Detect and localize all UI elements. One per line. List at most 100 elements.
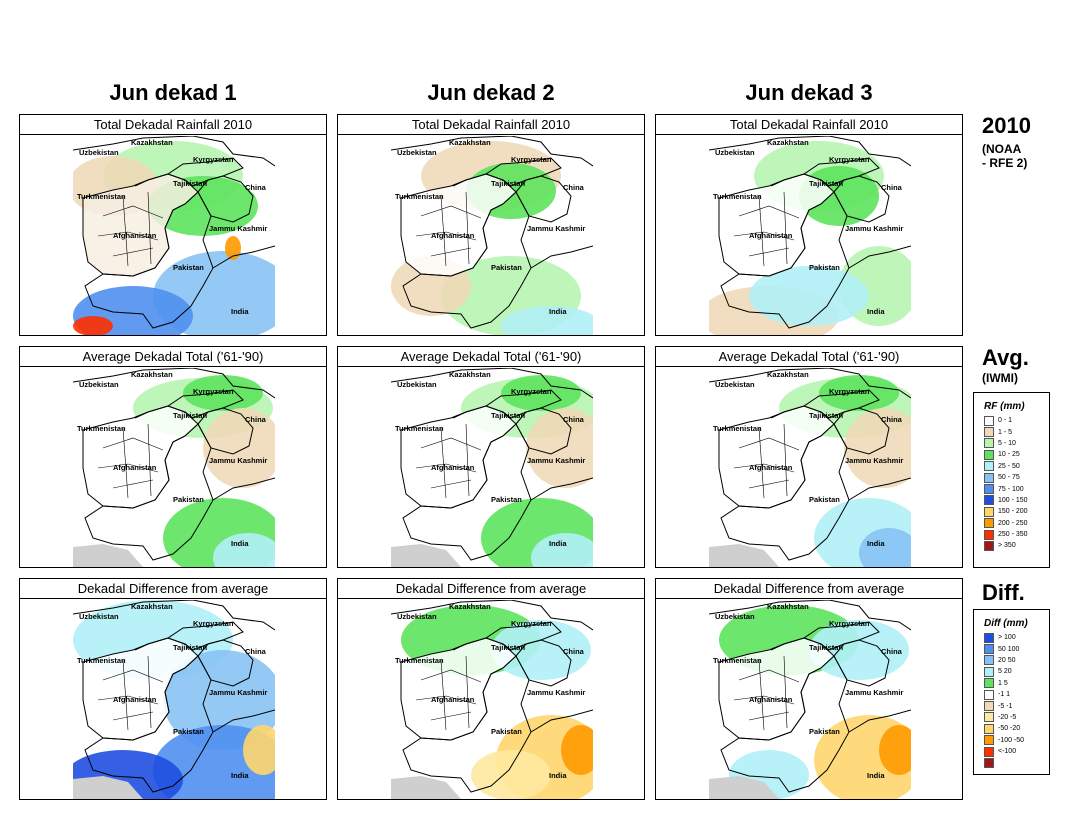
rainfall-map: Kazakhstan Uzbekistan Kyrgyzstan Tajikistan…: [709, 600, 911, 799]
diff-legend-swatch: [984, 723, 994, 734]
map-label-jammu-kashmir: Jammu Kashmir: [209, 456, 267, 465]
map-label-china: China: [245, 183, 267, 192]
map-label-uzbekistan: Uzbekistan: [715, 612, 755, 621]
map-label-kyrgyzstan: Kyrgyzstan: [829, 387, 870, 396]
rainfall-field: [501, 375, 581, 411]
map-label-uzbekistan: Uzbekistan: [79, 380, 119, 389]
map-label-kazakhstan: Kazakhstan: [131, 370, 173, 379]
rainfall-map: Kazakhstan Uzbekistan Kyrgyzstan Tajikistan…: [391, 600, 593, 799]
map-panel-r2-c2: Dekadal Difference from average Kazakhsta…: [655, 578, 963, 800]
diff-legend-label: -5 -1: [998, 702, 1013, 710]
diff-legend-item: -20 -5: [984, 712, 1043, 723]
map-label-tajikistan: Tajikistan: [809, 179, 843, 188]
map-label-kazakhstan: Kazakhstan: [449, 138, 491, 147]
diff-legend-label: -1 1: [998, 691, 1011, 699]
map-label-tajikistan: Tajikistan: [809, 643, 843, 652]
rf-legend-swatch: [984, 461, 994, 472]
rf-legend-item: 50 - 75: [984, 472, 1043, 483]
map-label-india: India: [549, 539, 567, 548]
map-label-tajikistan: Tajikistan: [173, 179, 207, 188]
map-label-kyrgyzstan: Kyrgyzstan: [511, 387, 552, 396]
map-panel-r0-c2: Total Dekadal Rainfall 2010 Kazakhstan Uzb…: [655, 114, 963, 336]
rf-legend-item: 75 - 100: [984, 483, 1043, 495]
rainfall-field: [471, 750, 551, 799]
map-label-china: China: [881, 183, 903, 192]
map-panel-r0-c0: Total Dekadal Rainfall 2010 Kazakhstan Uzb…: [19, 114, 327, 336]
panel-title: Total Dekadal Rainfall 2010: [338, 115, 644, 135]
rf-legend-label: 0 - 1: [998, 417, 1013, 425]
map-panel-r1-c1: Average Dekadal Total ('61-'90) Kazakhsta…: [337, 346, 645, 568]
column-header-dekad-1: Jun dekad 1: [109, 80, 237, 105]
map-label-pakistan: Pakistan: [173, 263, 204, 272]
rf-legend-item: 1 - 5: [984, 426, 1043, 438]
diff-legend-label: 20 50: [998, 656, 1016, 664]
map-label-turkmenistan: Turkmenistan: [77, 656, 126, 665]
rainfall-field: [819, 375, 899, 411]
map-panel-r1-c0: Average Dekadal Total ('61-'90) Kazakhsta…: [19, 346, 327, 568]
rainfall-field: [859, 528, 911, 567]
map-panel-r2-c0: Dekadal Difference from average Kazakhsta…: [19, 578, 327, 800]
map-label-china: China: [563, 183, 585, 192]
diff-legend-item: 1 5: [984, 678, 1043, 689]
map-label-turkmenistan: Turkmenistan: [395, 192, 444, 201]
row-label-diff: Diff.: [982, 580, 1025, 605]
panel-title: Total Dekadal Rainfall 2010: [20, 115, 326, 135]
rf-legend-item: 100 - 150: [984, 495, 1043, 506]
map-label-afghanistan: Afghanistan: [749, 231, 793, 240]
diff-legend-label: -100 -50: [998, 736, 1025, 744]
map-label-china: China: [563, 647, 585, 656]
rf-legend-label: 5 - 10: [998, 439, 1016, 447]
map-label-kyrgyzstan: Kyrgyzstan: [193, 387, 234, 396]
map-label-afghanistan: Afghanistan: [431, 695, 475, 704]
map-label-pakistan: Pakistan: [491, 263, 522, 272]
map-label-kazakhstan: Kazakhstan: [767, 602, 809, 611]
map-label-pakistan: Pakistan: [491, 495, 522, 504]
map-label-india: India: [231, 307, 249, 316]
map-label-turkmenistan: Turkmenistan: [713, 192, 762, 201]
map-label-jammu-kashmir: Jammu Kashmir: [209, 224, 267, 233]
rainfall-field: [844, 408, 911, 488]
rainfall-field: [73, 316, 113, 335]
map-label-uzbekistan: Uzbekistan: [397, 380, 437, 389]
map-label-kazakhstan: Kazakhstan: [767, 370, 809, 379]
rainfall-field: [491, 620, 591, 680]
map-label-tajikistan: Tajikistan: [173, 643, 207, 652]
rf-legend-label: 100 - 150: [998, 496, 1028, 504]
row-label-avg: Avg.: [982, 345, 1029, 370]
map-label-kyrgyzstan: Kyrgyzstan: [829, 155, 870, 164]
rainfall-field: [879, 725, 911, 775]
diff-legend-label: -20 -5: [998, 713, 1017, 721]
diff-legend-item: <-100: [984, 746, 1043, 757]
rainfall-field: [526, 408, 593, 488]
rainfall-map: Kazakhstan Uzbekistan Kyrgyzstan Tajikistan…: [73, 368, 275, 567]
diff-legend-label: > 100: [998, 634, 1016, 642]
diff-legend-swatch: [984, 655, 994, 666]
rainfall-field: [183, 375, 263, 411]
rainfall-map: Kazakhstan Uzbekistan Kyrgyzstan Tajikistan…: [391, 368, 593, 567]
diff-legend-item: 50 100: [984, 643, 1043, 655]
map-label-pakistan: Pakistan: [173, 495, 204, 504]
rf-legend-item: 150 - 200: [984, 506, 1043, 517]
panel-title: Average Dekadal Total ('61-'90): [20, 347, 326, 367]
rf-legend-label: 50 - 75: [998, 474, 1020, 482]
diff-legend-item: [984, 757, 1043, 768]
map-label-turkmenistan: Turkmenistan: [77, 192, 126, 201]
map-label-pakistan: Pakistan: [173, 727, 204, 736]
map-label-afghanistan: Afghanistan: [113, 463, 157, 472]
rf-legend-item: 5 - 10: [984, 438, 1043, 449]
column-header-dekad-3: Jun dekad 3: [745, 80, 873, 105]
rainfall-field: [213, 533, 275, 567]
map-label-china: China: [881, 415, 903, 424]
diff-legend-item: -50 -20: [984, 723, 1043, 734]
map-label-afghanistan: Afghanistan: [749, 695, 793, 704]
map-label-kyrgyzstan: Kyrgyzstan: [511, 619, 552, 628]
map-label-india: India: [231, 771, 249, 780]
map-label-tajikistan: Tajikistan: [491, 643, 525, 652]
rf-legend-swatch: [984, 472, 994, 483]
panel-title: Average Dekadal Total ('61-'90): [338, 347, 644, 367]
diff-legend-item: 20 50: [984, 655, 1043, 666]
map-label-china: China: [245, 647, 267, 656]
map-label-india: India: [867, 307, 885, 316]
rf-legend-item: > 350: [984, 540, 1043, 551]
row-sublabel-avg: (IWMI): [982, 371, 1018, 385]
